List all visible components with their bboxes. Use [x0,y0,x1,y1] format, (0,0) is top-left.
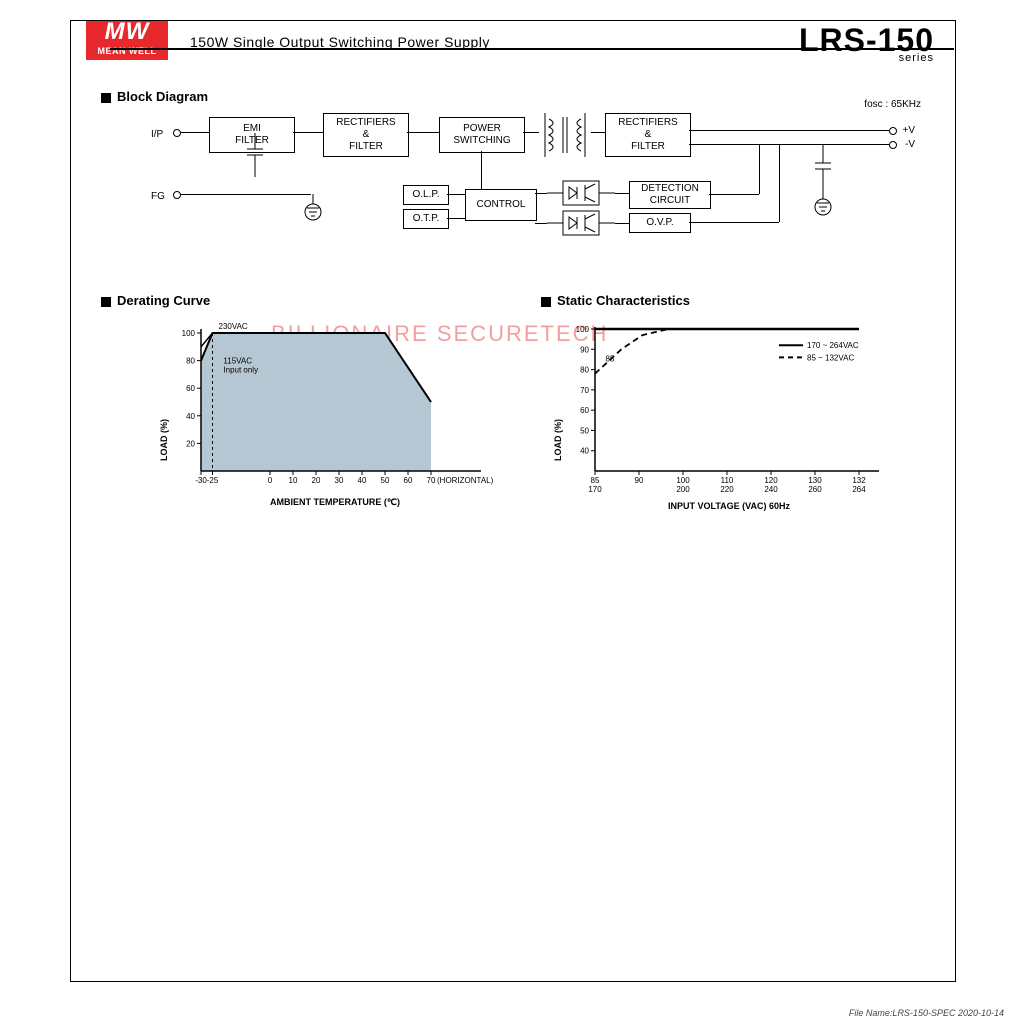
footer-filename: File Name:LRS-150-SPEC 2020-10-14 [849,1008,1004,1018]
svg-text:240: 240 [764,485,778,494]
svg-text:(HORIZONTAL): (HORIZONTAL) [437,476,494,485]
rectifier2-box: RECTIFIERS & FILTER [605,113,691,157]
power-switching-box: POWER SWITCHING [439,117,525,153]
vplus-label: +V [902,125,915,136]
svg-text:100: 100 [576,325,590,334]
svg-text:50: 50 [381,476,390,485]
section-title-static: Static Characteristics [541,293,690,308]
svg-text:220: 220 [720,485,734,494]
fosc-label: fosc : 65KHz [864,99,921,110]
svg-text:100: 100 [676,476,690,485]
block-diagram: fosc : 65KHz I/P FG +V -V EMI FILTER REC… [151,111,911,271]
vplus-terminal-icon [889,127,897,135]
derate-xlabel: AMBIENT TEMPERATURE (℃) [215,497,455,508]
control-box: CONTROL [465,189,537,221]
input-cap-icon [245,133,265,177]
svg-text:115VAC: 115VAC [223,356,252,365]
static-ylabel: LOAD (%) [553,419,563,461]
vminus-terminal-icon [889,141,897,149]
svg-text:90: 90 [580,345,589,354]
static-chart: 4050607080901008517090100200110220120240… [549,321,909,511]
svg-text:10: 10 [289,476,298,485]
fg-terminal-icon [173,191,181,199]
ovp-box: O.V.P. [629,213,691,233]
svg-text:Input only: Input only [223,365,258,374]
svg-text:130: 130 [808,476,822,485]
svg-text:80: 80 [186,357,195,366]
svg-text:40: 40 [186,412,195,421]
svg-text:50: 50 [580,426,589,435]
ground-left-icon [301,194,325,224]
vminus-label: -V [905,139,915,150]
svg-text:100: 100 [182,329,196,338]
svg-text:30: 30 [335,476,344,485]
section-title-derating: Derating Curve [101,293,210,308]
ground-right-icon [811,189,835,219]
svg-text:110: 110 [721,476,734,485]
fg-label: FG [151,191,165,202]
svg-text:170 ~ 264VAC: 170 ~ 264VAC [807,341,859,350]
olp-box: O.L.P. [403,185,449,205]
static-xlabel: INPUT VOLTAGE (VAC) 60Hz [609,501,849,511]
svg-text:-25: -25 [207,476,219,485]
svg-text:20: 20 [312,476,321,485]
svg-text:170: 170 [588,485,602,494]
derating-chart: 20 40 60 80 100 -30-25 0 10 20 30 40 50 60 70 230VAC 11… [155,321,495,511]
svg-text:70: 70 [580,386,589,395]
opto1-icon [547,181,615,207]
detection-box: DETECTION CIRCUIT [629,181,711,209]
svg-text:40: 40 [358,476,367,485]
ip-terminal-icon [173,129,181,137]
svg-text:85 ~ 132VAC: 85 ~ 132VAC [807,353,854,362]
svg-text:85: 85 [591,476,600,485]
svg-text:40: 40 [580,447,589,456]
svg-text:70: 70 [427,476,436,485]
svg-text:-30: -30 [195,476,207,485]
svg-text:60: 60 [404,476,413,485]
svg-text:230VAC: 230VAC [219,322,248,331]
svg-text:120: 120 [764,476,778,485]
svg-text:264: 264 [852,485,866,494]
svg-text:80: 80 [580,366,589,375]
svg-text:60: 60 [186,384,195,393]
otp-box: O.T.P. [403,209,449,229]
svg-text:60: 60 [580,406,589,415]
svg-text:0: 0 [268,476,273,485]
svg-text:260: 260 [808,485,822,494]
svg-text:90: 90 [635,476,644,485]
opto2-icon [547,211,615,237]
ip-label: I/P [151,129,163,140]
svg-text:85: 85 [606,354,615,363]
transformer-icon [539,113,599,157]
svg-text:132: 132 [852,476,866,485]
svg-text:20: 20 [186,439,195,448]
page-frame: Block Diagram fosc : 65KHz I/P FG +V -V … [70,20,956,982]
derate-ylabel: LOAD (%) [159,419,169,461]
section-title-block-diagram: Block Diagram [101,89,208,104]
svg-text:200: 200 [676,485,690,494]
rectifier1-box: RECTIFIERS & FILTER [323,113,409,157]
